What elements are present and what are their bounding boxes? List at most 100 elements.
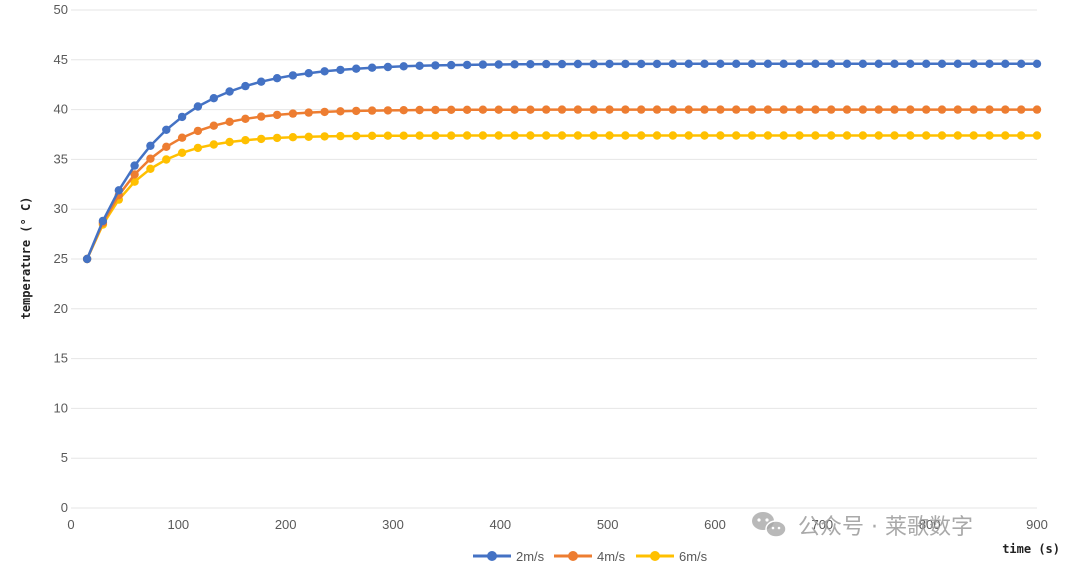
data-point [336,131,345,141]
data-point [969,59,978,68]
data-point [637,59,646,69]
data-point [367,131,377,140]
data-point [336,107,345,116]
data-point [415,61,424,70]
data-point [953,131,962,140]
data-point [510,60,519,69]
y-axis-tick-labels: 0 5 10 15 20 25 30 35 40 45 50 [54,2,68,515]
wechat-icon [752,512,787,538]
data-point [162,155,171,164]
data-point [399,62,408,71]
data-point [732,59,741,68]
data-point [795,59,804,68]
data-point [874,131,883,140]
data-point [447,60,456,70]
data-point [937,131,947,140]
data-point [462,60,472,70]
data-point [684,59,693,68]
data-point [985,59,994,68]
data-point [1017,131,1026,140]
data-point [146,164,155,173]
data-point [225,117,234,127]
x-tick-label: 800 [919,517,941,532]
data-point [668,59,678,68]
legend-marker [568,551,578,561]
data-point [462,131,472,140]
data-point [890,105,899,114]
data-point [621,59,630,69]
data-point [462,105,472,115]
data-point [747,59,757,68]
y-tick-label: 40 [54,102,68,117]
data-point [795,105,804,114]
data-point [431,61,440,70]
data-point [130,161,139,170]
data-point [367,106,377,115]
data-point [510,105,519,114]
data-point [732,105,741,114]
series-4m/s [82,105,1042,264]
data-point [542,59,551,69]
data-point [1032,131,1042,140]
data-point [747,105,757,114]
y-axis-title: temperature (° C) [19,197,33,320]
data-point [431,131,440,140]
data-point [114,186,124,195]
data-point [573,131,583,140]
data-point [415,131,424,140]
y-tick-label: 45 [54,52,68,67]
data-point [985,105,994,114]
data-point [906,105,915,114]
data-point [257,77,266,86]
data-point [668,131,678,140]
data-point [700,131,709,140]
data-point [605,105,614,114]
data-point [193,126,203,136]
data-point [953,105,962,114]
data-point [922,105,931,114]
gridlines [71,9,1037,509]
data-point [557,59,567,69]
data-point [1001,131,1010,140]
data-point [732,131,741,140]
data-point [716,105,725,114]
legend-label: 4m/s [597,549,626,564]
data-point [937,59,947,68]
legend-marker [487,551,497,561]
data-point [922,59,931,68]
data-point [605,59,614,69]
data-point [652,59,662,69]
data-point [447,131,456,140]
data-point [652,105,662,114]
data-point [811,131,820,140]
data-point [209,140,218,149]
legend: 2m/s 4m/s 6m/s [473,549,708,564]
data-point [906,59,915,68]
data-point [241,81,250,91]
data-point [383,131,393,140]
data-point [177,133,187,142]
data-point [257,134,266,144]
data-point [288,71,298,80]
data-point [542,105,551,114]
watermark-text: 公众号 · 莱歌数字 [798,515,973,540]
data-point [526,105,535,114]
data-point [922,131,931,140]
data-point [827,105,836,114]
data-point [842,131,852,140]
data-point [779,59,788,68]
data-point [352,131,361,141]
data-point [747,131,757,140]
y-tick-label: 30 [54,201,68,216]
legend-label: 2m/s [516,549,545,564]
data-point [779,131,788,140]
data-point [431,105,440,115]
data-point [383,106,393,115]
data-point [542,131,551,140]
data-point [906,131,915,140]
data-point [494,131,503,140]
data-point [162,125,171,134]
data-point [605,131,614,140]
data-point [684,131,693,140]
